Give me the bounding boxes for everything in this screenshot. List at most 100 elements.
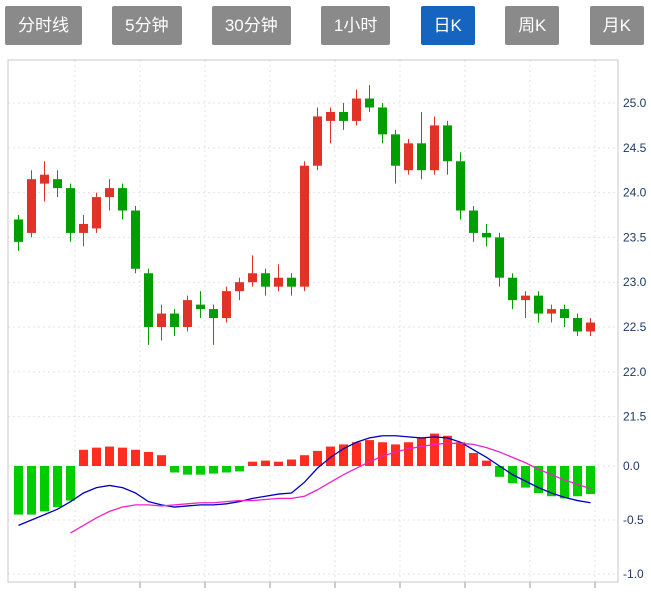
macd-histogram-bar [79, 449, 88, 466]
candle-body [53, 179, 62, 189]
macd-histogram-bar [131, 449, 140, 466]
candle-body [391, 134, 400, 166]
macd-axis-label: -1.0 [623, 567, 644, 581]
macd-histogram-bar [170, 466, 179, 473]
candle-body [235, 282, 244, 292]
price-axis-label: 25.0 [623, 96, 647, 110]
candle-body [417, 143, 426, 171]
macd-axis-label: -0.5 [623, 513, 644, 527]
macd-histogram-bar [430, 433, 439, 466]
candle-body [66, 188, 75, 233]
macd-histogram-bar [547, 466, 556, 497]
candle-body [118, 188, 127, 211]
candle-body [547, 309, 556, 314]
candle-body [157, 313, 166, 327]
macd-histogram-bar [352, 442, 361, 466]
price-axis-label: 24.5 [623, 141, 647, 155]
candle-body [131, 210, 140, 269]
macd-histogram-bar [417, 437, 426, 466]
candle-body [586, 322, 595, 332]
plot-border [7, 59, 619, 583]
candle-body [274, 277, 283, 287]
macd-histogram-bar [534, 466, 543, 493]
macd-axis-label: 0.0 [623, 459, 640, 473]
candle-body [365, 98, 374, 108]
macd-histogram-bar [560, 466, 569, 499]
candle-body [339, 111, 348, 121]
candle-body [144, 273, 153, 327]
candle-body [534, 295, 543, 314]
macd-histogram-bar [53, 466, 62, 508]
macd-histogram-bar [339, 444, 348, 466]
macd-histogram-bar [443, 435, 452, 466]
macd-histogram-bar [118, 447, 127, 466]
macd-histogram-bar [27, 466, 36, 515]
candle-body [222, 291, 231, 319]
macd-histogram-bar [105, 446, 114, 466]
candle-body [560, 309, 569, 319]
candle-body [40, 174, 49, 184]
candle-body [183, 300, 192, 327]
macd-histogram-bar [391, 444, 400, 466]
candle-body [430, 125, 439, 171]
macd-histogram-bar [456, 442, 465, 466]
candle-body [378, 107, 387, 135]
tab-weekly-k[interactable]: 周K [505, 6, 560, 45]
candle-body [469, 210, 478, 233]
tab-5min[interactable]: 5分钟 [112, 6, 182, 45]
macd-histogram-bar [66, 466, 75, 501]
tab-30min[interactable]: 30分钟 [211, 6, 291, 45]
tab-1hour[interactable]: 1小时 [320, 6, 391, 45]
tab-timeline[interactable]: 分时线 [5, 6, 82, 45]
macd-histogram-bar [378, 442, 387, 466]
macd-histogram-bar [326, 446, 335, 466]
candle-body [495, 237, 504, 278]
candle-body [352, 98, 361, 121]
price-axis-label: 23.5 [623, 230, 647, 244]
macd-histogram-bar [404, 442, 413, 466]
macd-histogram-bar [14, 466, 23, 515]
candle-body [287, 277, 296, 287]
candle-body [521, 295, 530, 301]
candle-body [79, 223, 88, 233]
candle-body [196, 304, 205, 310]
macd-dif-line [18, 435, 591, 527]
macd-histogram-bar [365, 440, 374, 466]
price-axis-label: 22.5 [623, 320, 647, 334]
candle-body [27, 179, 36, 233]
price-axis-label: 24.0 [623, 186, 647, 200]
candle-body [313, 116, 322, 166]
candle-body [326, 111, 335, 121]
candle-body [105, 188, 114, 198]
macd-histogram-bar [469, 453, 478, 466]
macd-histogram-bar [313, 450, 322, 466]
candle-body [209, 309, 218, 319]
macd-histogram-bar [222, 466, 231, 473]
macd-histogram-bar [196, 466, 205, 475]
tab-daily-k[interactable]: 日K [420, 6, 475, 45]
tab-monthly-k[interactable]: 月K [589, 6, 644, 45]
macd-histogram-bar [157, 455, 166, 466]
candle-body [300, 165, 309, 287]
macd-histogram-bar [248, 461, 257, 466]
macd-histogram-bar [482, 460, 491, 466]
macd-histogram-bar [300, 455, 309, 466]
macd-histogram-bar [274, 461, 283, 466]
macd-histogram-bar [144, 451, 153, 466]
macd-histogram-bar [573, 466, 582, 497]
price-axis-label: 23.0 [623, 275, 647, 289]
price-axis-label: 22.0 [623, 365, 647, 379]
macd-histogram-bar [209, 466, 218, 474]
candle-body [482, 232, 491, 238]
macd-histogram-bar [287, 459, 296, 466]
macd-histogram-bar [586, 466, 595, 495]
macd-histogram-bar [183, 466, 192, 475]
candle-body [573, 318, 582, 332]
candle-body [170, 313, 179, 327]
macd-histogram-bar [495, 466, 504, 477]
candle-body [508, 277, 517, 301]
candle-body [443, 125, 452, 162]
price-axis-label: 21.5 [623, 410, 647, 424]
